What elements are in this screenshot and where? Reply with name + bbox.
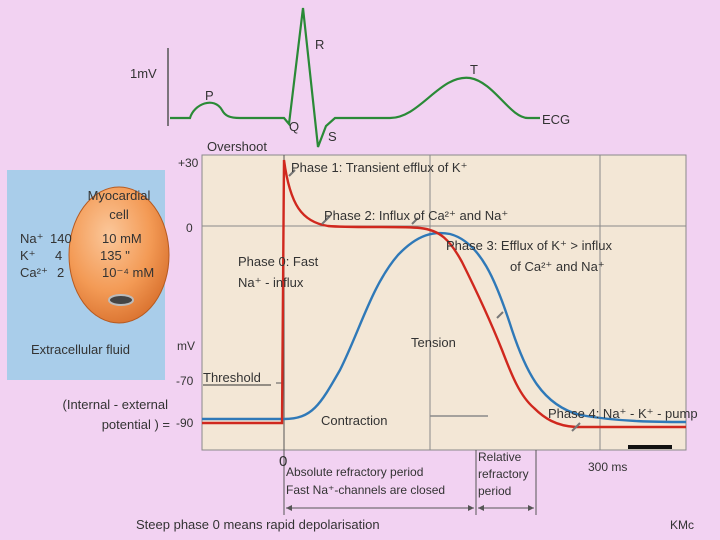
arrowhead-icon bbox=[478, 505, 484, 511]
absolute-refractory-line2: Fast Na⁺-channels are closed bbox=[286, 483, 445, 497]
phase3-label-line2: of Ca²⁺ and Na⁺ bbox=[510, 259, 605, 274]
potential-label-line1: (Internal - external bbox=[63, 397, 169, 412]
myocardial-cell bbox=[68, 186, 170, 324]
time-zero-label: 0 bbox=[279, 453, 287, 470]
voltage-axis: Overshoot +30 0 mV -70 Threshold -90 (In… bbox=[63, 139, 271, 432]
tick-plus30: +30 bbox=[178, 156, 199, 170]
ecg-q-label: Q bbox=[289, 119, 299, 134]
tension-curve bbox=[202, 231, 687, 424]
cell-title-line1: Myocardial bbox=[88, 188, 151, 203]
ecg-r-label: R bbox=[315, 37, 324, 52]
phase3-label-line1: Phase 3: Efflux of K⁺ > influx bbox=[446, 238, 612, 253]
relative-refractory-line2: refractory bbox=[478, 467, 529, 481]
ecg-trace bbox=[170, 7, 540, 148]
ecg-section: 1mV P Q R S T ECG bbox=[130, 7, 570, 148]
ion-name: Na⁺ bbox=[20, 231, 43, 246]
tick-minus90: -90 bbox=[176, 416, 194, 430]
arrowhead-icon bbox=[528, 505, 534, 511]
time-axis: 0 Absolute refractory period Fast Na⁺-ch… bbox=[279, 445, 672, 515]
axis-unit-label: mV bbox=[177, 339, 195, 353]
phase4-label: Phase 4: Na⁺ - K⁺ - pump bbox=[548, 406, 698, 421]
potential-label-line2: potential ) = bbox=[102, 417, 170, 432]
phase3-callout bbox=[496, 311, 504, 319]
phase0-label-line1: Phase 0: Fast bbox=[238, 254, 319, 269]
ion-outside-concentration: 140 bbox=[50, 231, 72, 246]
tick-zero: 0 bbox=[186, 221, 193, 235]
phase0-label-line2: Na⁺ - influx bbox=[238, 275, 304, 290]
ecg-trace-label: ECG bbox=[542, 112, 570, 127]
ion-inside-concentration: 10 mM bbox=[102, 231, 142, 246]
cell-title-line2: cell bbox=[109, 207, 129, 222]
time-scale-label: 300 ms bbox=[588, 460, 627, 474]
cell-nucleus-icon bbox=[108, 294, 134, 306]
phase1-callout bbox=[288, 169, 296, 177]
tension-label: Tension bbox=[411, 335, 456, 350]
phase2-callout bbox=[411, 217, 419, 225]
ion-name: Ca²⁺ bbox=[20, 265, 48, 280]
ecg-p-label: P bbox=[205, 88, 214, 103]
membrane-potential-curve bbox=[202, 159, 686, 429]
ion-name: K⁺ bbox=[20, 248, 36, 263]
ecg-amplitude-label: 1mV bbox=[130, 66, 157, 81]
ecg-s-label: S bbox=[328, 129, 337, 144]
tick-minus70: -70 bbox=[176, 374, 194, 388]
relative-refractory-line3: period bbox=[478, 484, 511, 498]
action-potential-panel: Phase 1: Transient efflux of K⁺ Phase 2:… bbox=[201, 154, 698, 515]
extracellular-fluid-label: Extracellular fluid bbox=[31, 342, 130, 357]
phase4-callout bbox=[571, 422, 581, 432]
phase2-label: Phase 2: Influx of Ca²⁺ and Na⁺ bbox=[324, 208, 508, 223]
contraction-label: Contraction bbox=[321, 413, 387, 428]
arrowhead-icon bbox=[286, 505, 292, 511]
author-credit: KMc bbox=[670, 518, 694, 532]
footer-caption: Steep phase 0 means rapid depolarisation bbox=[136, 517, 380, 532]
relative-refractory-line1: Relative bbox=[478, 450, 522, 464]
absolute-refractory-line1: Absolute refractory period bbox=[286, 465, 423, 479]
ion-outside-concentration: 2 bbox=[57, 265, 64, 280]
ion-inside-concentration: 10⁻⁴ mM bbox=[102, 265, 154, 280]
arrowhead-icon bbox=[468, 505, 474, 511]
ion-inside-concentration: 135 " bbox=[100, 248, 130, 263]
overshoot-label: Overshoot bbox=[207, 139, 267, 154]
phase2-callout bbox=[321, 215, 331, 225]
ecg-t-label: T bbox=[470, 62, 478, 77]
myocardial-cell-box: Myocardial cell Na⁺ 140 10 mM K⁺ 4 135 "… bbox=[7, 170, 170, 380]
threshold-label: Threshold bbox=[203, 370, 261, 385]
ion-outside-concentration: 4 bbox=[55, 248, 62, 263]
phase1-label: Phase 1: Transient efflux of K⁺ bbox=[291, 160, 467, 175]
